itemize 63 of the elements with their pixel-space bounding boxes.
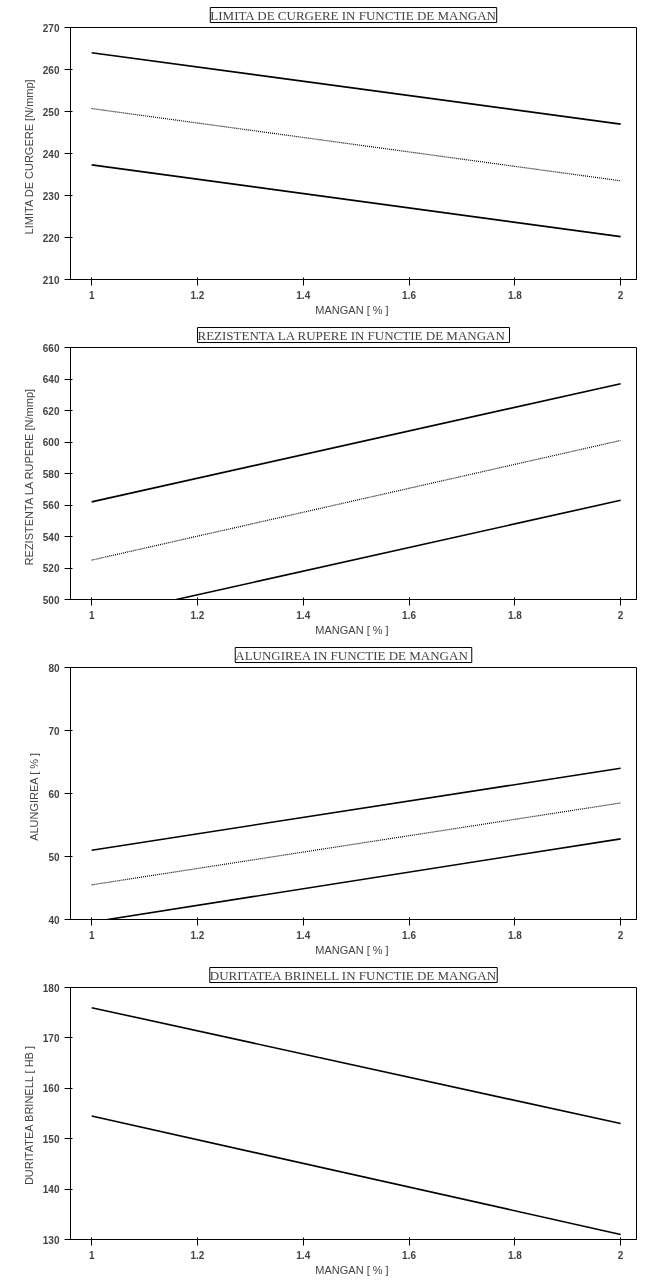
y-tick-label: 170 (42, 1032, 60, 1044)
x-tick-label: 1.6 (402, 1249, 417, 1261)
x-axis-title: MANGAN [ % ] (315, 943, 389, 956)
x-tick-label: 2 (617, 929, 624, 941)
y-tick-label: 40 (48, 914, 60, 926)
x-tick-label: 1.2 (190, 289, 205, 301)
y-tick-label: 130 (42, 1234, 60, 1246)
x-tick-label: 1.8 (507, 609, 523, 621)
x-tick-label: 1 (88, 289, 95, 301)
y-tick-label: 230 (42, 190, 60, 202)
y-axis-title: REZISTENTA LA RUPERE [N/mmp] (22, 388, 35, 566)
y-tick-label: 70 (48, 725, 60, 737)
y-tick-label: 540 (42, 531, 60, 543)
x-tick-label: 2 (617, 609, 624, 621)
x-tick-label: 1.4 (296, 929, 311, 941)
x-tick-label: 1 (88, 609, 95, 621)
x-tick-label: 1.6 (402, 609, 417, 621)
y-tick-label: 250 (42, 106, 60, 118)
y-tick-label: 240 (42, 148, 60, 160)
y-tick-label: 80 (48, 662, 60, 674)
x-tick-label: 1.6 (402, 929, 417, 941)
y-tick-label: 210 (42, 274, 60, 286)
y-tick-label: 640 (42, 374, 60, 385)
x-tick-label: 1 (88, 1249, 95, 1261)
x-tick-label: 1.4 (296, 289, 311, 301)
x-tick-label: 1.2 (190, 929, 205, 941)
y-tick-label: 580 (42, 468, 60, 480)
chart-title: DURITATEA BRINELL IN FUNCTIE DE MANGAN (209, 967, 497, 983)
y-tick-label: 60 (48, 788, 60, 800)
x-tick-label: 1.4 (296, 609, 311, 621)
x-tick-label: 1.8 (507, 289, 523, 301)
x-tick-label: 1.6 (402, 289, 417, 301)
x-axis-title: MANGAN [ % ] (315, 623, 389, 636)
y-tick-label: 500 (42, 594, 60, 606)
x-tick-label: 1.4 (296, 1249, 311, 1261)
y-tick-label: 520 (42, 563, 60, 574)
y-axis-title: DURITATEA BRINELL [ HB ] (22, 1045, 35, 1186)
chart-title: ALUNGIREA IN FUNCTIE DE MANGAN (235, 647, 469, 663)
x-axis-title: MANGAN [ % ] (315, 303, 389, 316)
y-tick-label: 140 (42, 1184, 60, 1196)
y-tick-label: 50 (48, 851, 60, 863)
x-tick-label: 1.2 (190, 1249, 205, 1261)
y-tick-label: 560 (42, 500, 60, 511)
x-axis-title: MANGAN [ % ] (315, 1263, 389, 1276)
chart-title: REZISTENTA LA RUPERE IN FUNCTIE DE MANGAN (197, 327, 506, 343)
y-axis-title: LIMITA DE CURGERE [N/mmp] (22, 79, 35, 235)
x-tick-label: 1 (88, 929, 95, 941)
y-tick-label: 660 (42, 342, 60, 354)
y-tick-label: 220 (42, 232, 60, 244)
x-tick-label: 1.8 (507, 929, 523, 941)
y-tick-label: 270 (42, 22, 60, 34)
y-tick-label: 260 (42, 64, 60, 76)
x-tick-label: 2 (617, 1249, 624, 1261)
chart-title: LIMITA DE CURGERE IN FUNCTIE DE MANGAN (210, 7, 497, 23)
x-tick-label: 1.8 (507, 1249, 523, 1261)
y-tick-label: 160 (42, 1083, 60, 1095)
x-tick-label: 2 (617, 289, 624, 301)
y-tick-label: 620 (42, 405, 60, 417)
y-tick-label: 150 (42, 1133, 60, 1145)
y-axis-title: ALUNGIREA [ % ] (28, 752, 41, 841)
x-tick-label: 1.2 (190, 609, 205, 621)
y-tick-label: 180 (42, 982, 60, 994)
y-tick-label: 600 (42, 437, 60, 448)
